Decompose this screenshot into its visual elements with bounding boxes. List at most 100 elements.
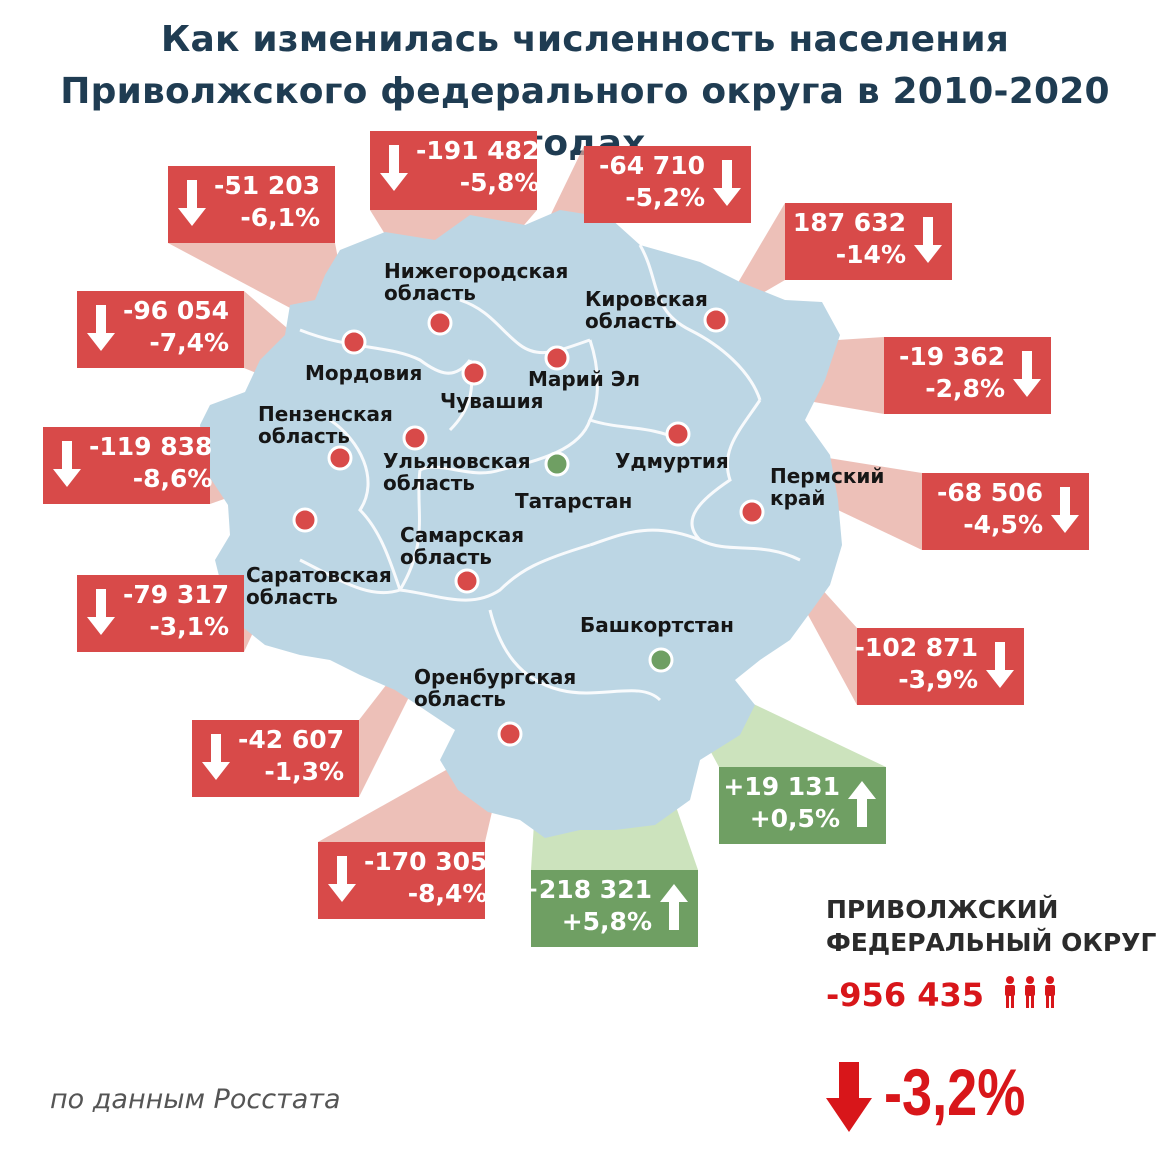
region-pct-value: -2,8% [925, 374, 1005, 403]
arrow-down-icon [87, 589, 115, 635]
region-marker [427, 310, 453, 336]
region-name-label: Самарская область [400, 523, 525, 569]
region-name-label: Кировская область [585, 287, 708, 333]
region-pct-value: -5,2% [625, 183, 705, 212]
summary-title-line-2: ФЕДЕРАЛЬНЫЙ ОКРУГ [826, 928, 1157, 957]
region-marker [341, 329, 367, 355]
region-name-label: Мордовия [305, 361, 423, 385]
region-marker [454, 568, 480, 594]
arrow-down-icon [53, 441, 81, 487]
arrow-down-icon [178, 180, 206, 226]
region-marker [292, 507, 318, 533]
arrow-down-icon [986, 642, 1014, 688]
region-abs-value: -19 362 [898, 342, 1005, 371]
region-marker [544, 345, 570, 371]
region-pct-value: -7,4% [149, 328, 230, 357]
region-name-label: Саратовская область [246, 563, 392, 609]
arrow-down-icon [87, 305, 115, 351]
region-value-box: -42 607 -1,3% [192, 720, 359, 797]
region-name-label: Чувашия [440, 389, 544, 413]
region-name-label: Удмуртия [615, 449, 729, 473]
arrow-up-icon [848, 781, 876, 827]
region-abs-value: -170 305 [364, 847, 488, 876]
region-abs-value: -51 203 [214, 171, 321, 200]
region-marker [461, 360, 487, 386]
arrow-down-icon [1013, 351, 1041, 397]
region-pct-value: -8,6% [132, 464, 213, 493]
arrow-down-icon [328, 856, 356, 902]
region-value-box: -191 482 -5,8% [370, 131, 540, 210]
region-value-box: -51 203 -6,1% [168, 166, 335, 243]
region-value-box: -170 305 -8,4% [318, 842, 488, 919]
region-value-box: -96 054 -7,4% [77, 291, 244, 368]
region-pct-value: +5,8% [561, 907, 652, 936]
region-value-box: +218 321 +5,8% [518, 870, 698, 947]
region-markers [292, 307, 765, 747]
region-abs-value: -96 054 [123, 296, 230, 325]
region-name-label: Ульяновская область [383, 449, 531, 495]
region-value-box: 187 632 -14% [785, 203, 952, 280]
arrow-down-icon [1051, 487, 1079, 533]
arrow-down-icon [914, 217, 942, 263]
region-abs-value: -102 871 [854, 633, 978, 662]
arrow-down-icon [713, 160, 741, 206]
summary-title-line-1: ПРИВОЛЖСКИЙ [826, 895, 1059, 924]
region-pct-value: -14% [835, 240, 906, 269]
region-name-label: Пермский край [770, 464, 885, 510]
summary-abs-row: -956 435 [826, 975, 1059, 1015]
region-pct-value: -3,9% [898, 665, 978, 694]
summary-abs-value: -956 435 [826, 976, 985, 1014]
region-name-label: Башкортстан [580, 613, 734, 637]
arrow-down-icon [202, 734, 230, 780]
region-marker [327, 445, 353, 471]
region-name-label: Пензенская область [258, 402, 393, 448]
summary-down-arrow-icon [826, 1062, 872, 1132]
region-marker [739, 499, 765, 525]
region-abs-value: +218 321 [517, 875, 652, 904]
region-name-label: Марий Эл [528, 367, 641, 391]
region-marker [665, 421, 691, 447]
region-marker [402, 425, 428, 451]
source-note: по данным Росстата [50, 1084, 341, 1115]
region-abs-value: 187 632 [792, 208, 906, 237]
region-pct-value: +0,5% [749, 804, 840, 833]
region-value-box: -68 506 -4,5% [922, 473, 1089, 550]
region-pct-value: -1,3% [264, 757, 345, 786]
region-abs-value: -42 607 [238, 725, 345, 754]
district-outline [200, 210, 842, 838]
region-name-label: Татарстан [515, 489, 633, 513]
region-pct-value: -8,4% [407, 879, 488, 908]
region-abs-value: -64 710 [598, 151, 705, 180]
region-abs-value: -79 317 [123, 580, 230, 609]
region-abs-value: -191 482 [416, 136, 540, 165]
summary-title: ПРИВОЛЖСКИЙ ФЕДЕРАЛЬНЫЙ ОКРУГ [826, 893, 1156, 959]
region-pct-value: -6,1% [240, 203, 321, 232]
region-value-box: +19 131 +0,5% [719, 767, 886, 844]
region-marker [497, 721, 523, 747]
region-name-label: Нижегородская область [384, 259, 569, 305]
region-value-box: -79 317 -3,1% [77, 575, 244, 652]
region-pct-value: -5,8% [459, 168, 540, 197]
region-marker [703, 307, 729, 333]
region-abs-value: -119 838 [89, 432, 213, 461]
region-name-label: Оренбургская область [414, 665, 577, 711]
region-pct-value: -4,5% [963, 510, 1043, 539]
region-marker [544, 451, 570, 477]
arrow-down-icon [380, 145, 408, 191]
region-value-box: -19 362 -2,8% [884, 337, 1051, 414]
region-pct-value: -3,1% [149, 612, 230, 641]
region-abs-value: -68 506 [936, 478, 1043, 507]
region-value-box: -119 838 -8,6% [43, 427, 213, 504]
page-title: Как изменилась численность населения При… [0, 14, 1170, 170]
region-abs-value: +19 131 [723, 772, 840, 801]
title-line-1: Как изменилась численность населения [160, 19, 1010, 60]
title-line-2: Приволжского федерального округа в 2010-… [60, 71, 1110, 164]
people-icon [1005, 976, 1056, 1008]
region-value-box: -102 871 -3,9% [854, 628, 1024, 705]
summary-percent: -3,2% [884, 1055, 1026, 1129]
arrow-up-icon [660, 884, 688, 930]
region-marker [648, 647, 674, 673]
region-borders [299, 244, 801, 702]
region-value-box: -64 710 -5,2% [584, 146, 751, 223]
